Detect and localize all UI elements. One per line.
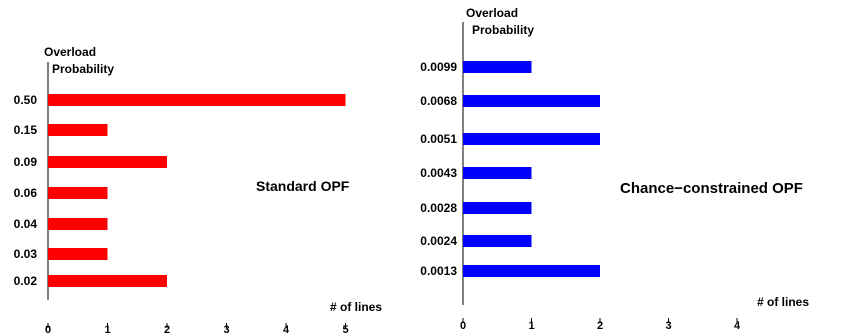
xlabel-right: # of lines [757, 295, 809, 309]
category-label: 0.09 [14, 155, 38, 169]
category-label: 0.0099 [420, 60, 457, 74]
bar [463, 61, 532, 73]
bars-left [48, 94, 346, 287]
category-labels-left: 0.50 0.15 0.09 0.06 0.04 0.03 0.02 [14, 93, 38, 288]
chart-chance-constrained-opf: Overload Probability 0.00990.00680.00510… [420, 6, 809, 332]
bar [48, 94, 346, 106]
category-label: 0.02 [14, 274, 38, 288]
x-tick-label: 0 [460, 320, 466, 332]
x-tick-label: 4 [734, 320, 741, 332]
ylabel-line2-left: Probability [52, 62, 114, 76]
bar [48, 248, 108, 260]
category-labels-right: 0.0099 0.0068 0.0051 0.0043 0.0028 0.0024 0.00… [420, 60, 457, 278]
x-ticks-left: 0 1 2 3 4 5 [45, 323, 349, 336]
x-tick-label: 1 [104, 324, 110, 336]
bar [463, 265, 600, 277]
bar [463, 235, 532, 247]
ylabel-line1-right: Overload [466, 6, 518, 20]
bar [463, 167, 532, 179]
bar [48, 156, 167, 168]
bar [463, 133, 600, 145]
chart-title-right: Chance−constrained OPF [620, 180, 803, 197]
bar [463, 202, 532, 214]
category-label: 0.15 [14, 123, 38, 137]
x-ticks-right: 0 1 2 3 4 [460, 318, 741, 332]
x-tick-label: 3 [665, 320, 671, 332]
xlabel-left: # of lines [330, 300, 382, 314]
category-label: 0.06 [14, 186, 38, 200]
category-label: 0.0024 [420, 234, 457, 248]
ylabel-line1-left: Overload [44, 45, 96, 59]
x-tick-label: 2 [164, 324, 170, 336]
category-label: 0.0043 [420, 166, 457, 180]
bars-right [463, 61, 600, 277]
category-label: 0.50 [14, 93, 38, 107]
ylabel-line2-right: Probability [472, 23, 534, 37]
category-label: 0.03 [14, 247, 38, 261]
x-tick-label: 4 [283, 324, 290, 336]
x-tick-label: 3 [223, 324, 229, 336]
category-label: 0.0028 [420, 201, 457, 215]
x-tick-label: 5 [342, 324, 348, 336]
chart-title-left: Standard OPF [256, 178, 350, 194]
chart-standard-opf: Overload Probability 0.50 0.15 0.09 0.06 0.0… [14, 45, 383, 336]
bar [48, 218, 108, 230]
bar [48, 124, 108, 136]
bar [48, 187, 108, 199]
category-label: 0.0068 [420, 94, 457, 108]
x-tick-label: 2 [597, 320, 603, 332]
category-label: 0.0051 [420, 132, 457, 146]
category-label: 0.04 [14, 217, 38, 231]
bar [48, 275, 167, 287]
x-tick-label: 1 [528, 320, 534, 332]
x-tick-label: 0 [45, 324, 51, 336]
bar [463, 95, 600, 107]
category-label: 0.0013 [420, 264, 457, 278]
